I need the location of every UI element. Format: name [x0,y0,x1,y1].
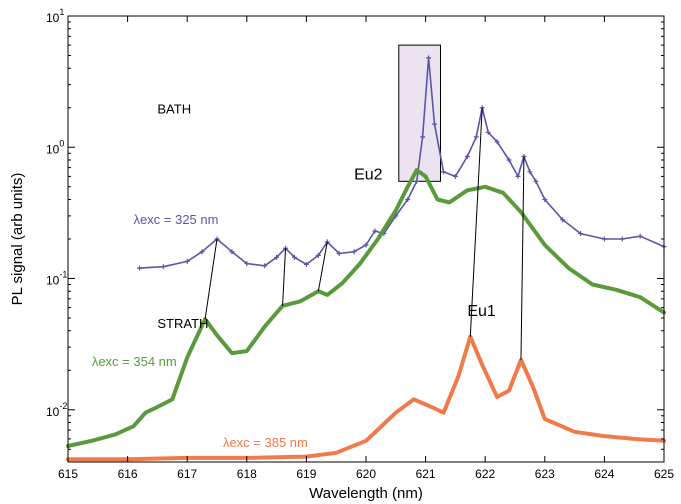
series-point [527,169,533,175]
series-point [452,173,458,179]
series-point [485,129,491,135]
peak-connector-line [282,248,287,306]
series-point [637,233,643,239]
series-point [414,178,420,184]
x-tick-label: 616 [118,467,138,481]
x-tick-label: 618 [237,467,257,481]
series-point [137,265,143,271]
series-point [160,264,166,270]
series-point [619,236,625,242]
series-point [244,261,250,267]
series-point [515,173,521,179]
series-point [420,134,426,140]
chart-annotation: BATH [157,102,191,117]
x-axis-label: Wavelength (nm) [309,485,423,502]
series-point [229,249,235,255]
x-tick-label: 621 [416,467,436,481]
series-point [601,236,607,242]
x-tick-label: 619 [296,467,316,481]
chart-annotation: λexc = 385 nm [223,435,308,450]
x-tick-label: 622 [475,467,495,481]
x-tick-label: 617 [177,467,197,481]
series-point [274,254,280,260]
series-point [262,263,268,269]
series-point [405,196,411,202]
series-point [440,169,446,175]
series-point [315,252,321,258]
series-point [432,121,438,127]
x-tick-label: 623 [535,467,555,481]
peak-connector-line [317,241,328,292]
series-point [506,157,512,163]
series-point [351,249,357,255]
series-point [336,251,342,257]
series-point [372,228,378,234]
chart-annotation: Eu1 [467,303,496,320]
peak-connector-line [520,156,525,360]
series-point [426,55,432,61]
series-point [533,178,539,184]
series-line-385nm [66,334,666,462]
x-tick-label: 624 [594,467,614,481]
series-point [199,249,205,255]
series-point [464,154,470,160]
series-point [473,134,479,140]
series-point [363,242,369,248]
series-line-325nm [138,57,665,269]
series-point [303,261,309,267]
x-tick-label: 620 [356,467,376,481]
x-tick-label: 615 [58,467,78,481]
series-line-354nm [66,168,666,448]
series-point [578,231,584,237]
series-point [542,196,548,202]
peak-connector-line [469,107,483,337]
peak-connector-line [204,238,218,320]
series-point [291,254,297,260]
chart-annotation: Eu2 [354,166,383,183]
series-point [184,258,190,264]
y-axis-label: PL signal (arb units) [9,173,26,306]
series-point [494,139,500,145]
chart-annotation: λexc = 325 nm [134,212,219,227]
series-point [560,217,566,223]
chart-annotation: λexc = 354 nm [92,354,177,369]
chart-annotation: STRATH [157,316,208,331]
x-tick-label: 625 [654,467,674,481]
